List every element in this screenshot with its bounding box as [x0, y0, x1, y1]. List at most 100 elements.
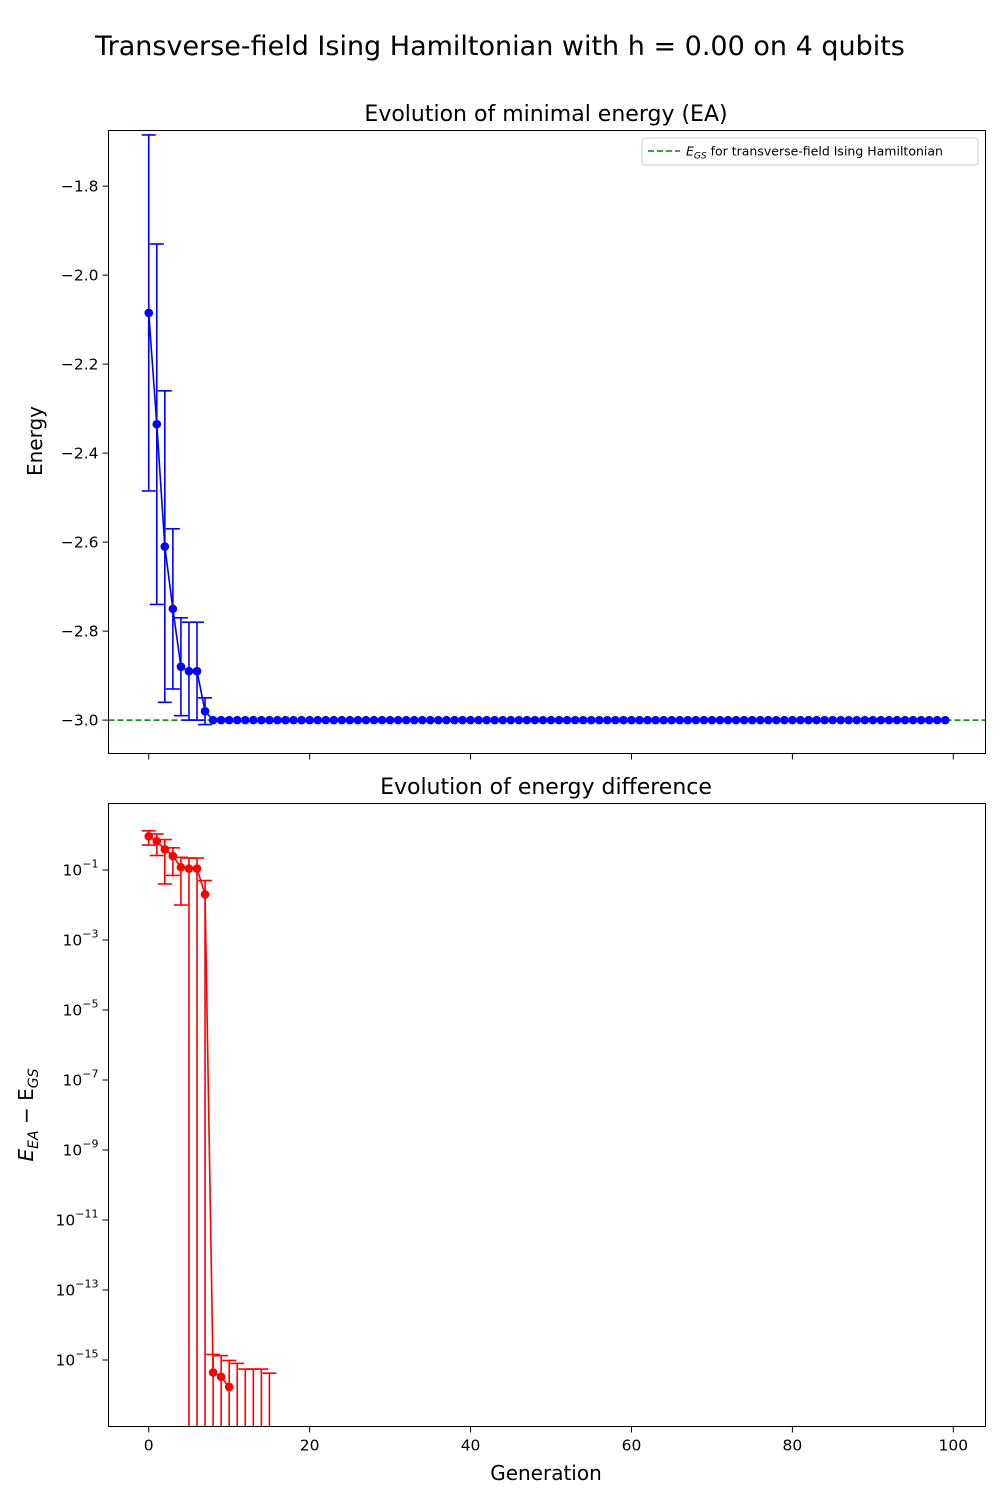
- data-point: [562, 715, 572, 725]
- data-point: [699, 715, 709, 725]
- data-point: [924, 715, 934, 725]
- y-tick-label: 10−7: [63, 1068, 99, 1090]
- data-point: [417, 715, 427, 725]
- y-tick-label: −2.8: [61, 623, 99, 641]
- data-point: [401, 715, 411, 725]
- y-tick-label: −2.2: [61, 356, 99, 374]
- y-tick-label: −3.0: [61, 712, 99, 730]
- difference-axes-title: Evolution of energy difference: [380, 775, 712, 800]
- data-point: [442, 715, 451, 725]
- data-point: [224, 715, 234, 725]
- data-point: [860, 715, 870, 725]
- energy-series-line: [147, 312, 946, 721]
- data-point: [715, 715, 725, 725]
- energy-axes-frame: [108, 130, 986, 754]
- data-point: [908, 715, 918, 725]
- data-point: [900, 715, 910, 725]
- data-point: [377, 715, 387, 725]
- data-point: [216, 1372, 226, 1382]
- data-point: [530, 715, 540, 725]
- difference-y-label: EEA − EGS: [14, 1068, 42, 1161]
- data-point: [675, 715, 685, 725]
- y-tick-label: −1.8: [61, 178, 99, 196]
- data-point: [144, 308, 154, 318]
- data-point: [828, 715, 837, 725]
- data-point: [257, 715, 266, 725]
- y-tick-label: 10−1: [63, 858, 99, 880]
- y-tick-label: 10−3: [63, 928, 99, 950]
- data-point: [345, 715, 355, 725]
- x-tick-label: 60: [622, 1437, 642, 1455]
- data-point: [884, 715, 894, 725]
- data-point: [385, 715, 395, 725]
- y-tick-label: −2.6: [61, 534, 99, 552]
- x-tick-label: 0: [144, 1437, 154, 1455]
- data-point: [321, 715, 331, 725]
- data-point: [249, 715, 258, 725]
- difference-series: [141, 830, 277, 1427]
- y-tick-label: 10−11: [56, 1208, 99, 1230]
- data-point: [192, 666, 202, 676]
- data-point: [176, 662, 186, 672]
- data-point: [474, 715, 483, 725]
- data-point: [144, 832, 154, 841]
- data-point: [611, 715, 620, 725]
- data-point: [361, 715, 371, 725]
- data-point: [192, 864, 202, 873]
- data-point: [707, 715, 717, 725]
- data-point: [232, 715, 242, 725]
- data-point: [683, 715, 693, 725]
- y-tick-label: 10−9: [63, 1138, 99, 1160]
- data-point: [297, 715, 306, 725]
- data-point: [176, 862, 186, 872]
- data-point: [659, 715, 668, 725]
- data-point: [305, 715, 314, 725]
- data-point: [578, 715, 588, 725]
- data-point: [208, 715, 218, 725]
- data-point: [739, 715, 749, 725]
- data-point: [224, 1382, 234, 1392]
- y-tick-label: −2.4: [61, 445, 99, 463]
- data-point: [635, 715, 644, 725]
- data-point: [570, 715, 580, 725]
- y-tick-label: 10−15: [56, 1348, 99, 1370]
- data-point: [200, 890, 210, 899]
- data-point: [514, 715, 524, 725]
- data-point: [892, 715, 902, 725]
- x-tick-label: 40: [461, 1437, 481, 1455]
- data-point: [369, 715, 379, 725]
- energy-series: [108, 134, 986, 726]
- y-tick-label: 10−5: [63, 998, 99, 1020]
- data-point: [876, 715, 886, 725]
- data-point: [723, 715, 733, 725]
- data-point: [313, 715, 322, 725]
- data-point: [667, 715, 677, 725]
- data-point: [482, 715, 491, 725]
- data-point: [458, 715, 467, 725]
- data-point: [168, 851, 178, 861]
- y-tick-label: −2.0: [61, 267, 99, 285]
- data-point: [643, 715, 652, 725]
- data-point: [152, 836, 162, 846]
- data-point: [216, 715, 226, 725]
- data-point: [852, 715, 862, 725]
- data-point: [168, 604, 178, 614]
- data-point: [546, 715, 556, 725]
- data-point: [409, 715, 419, 725]
- data-point: [804, 715, 813, 725]
- data-point: [434, 715, 443, 725]
- data-point: [184, 864, 194, 873]
- data-point: [281, 715, 290, 725]
- data-point: [603, 715, 612, 725]
- legend-box: [641, 137, 979, 166]
- data-point: [868, 715, 878, 725]
- data-point: [506, 715, 516, 725]
- data-point: [812, 715, 821, 725]
- data-point: [796, 715, 805, 725]
- data-point: [780, 715, 789, 725]
- data-point: [594, 715, 604, 725]
- data-point: [788, 715, 797, 725]
- data-point: [450, 715, 459, 725]
- data-point: [289, 715, 298, 725]
- data-point: [820, 715, 829, 725]
